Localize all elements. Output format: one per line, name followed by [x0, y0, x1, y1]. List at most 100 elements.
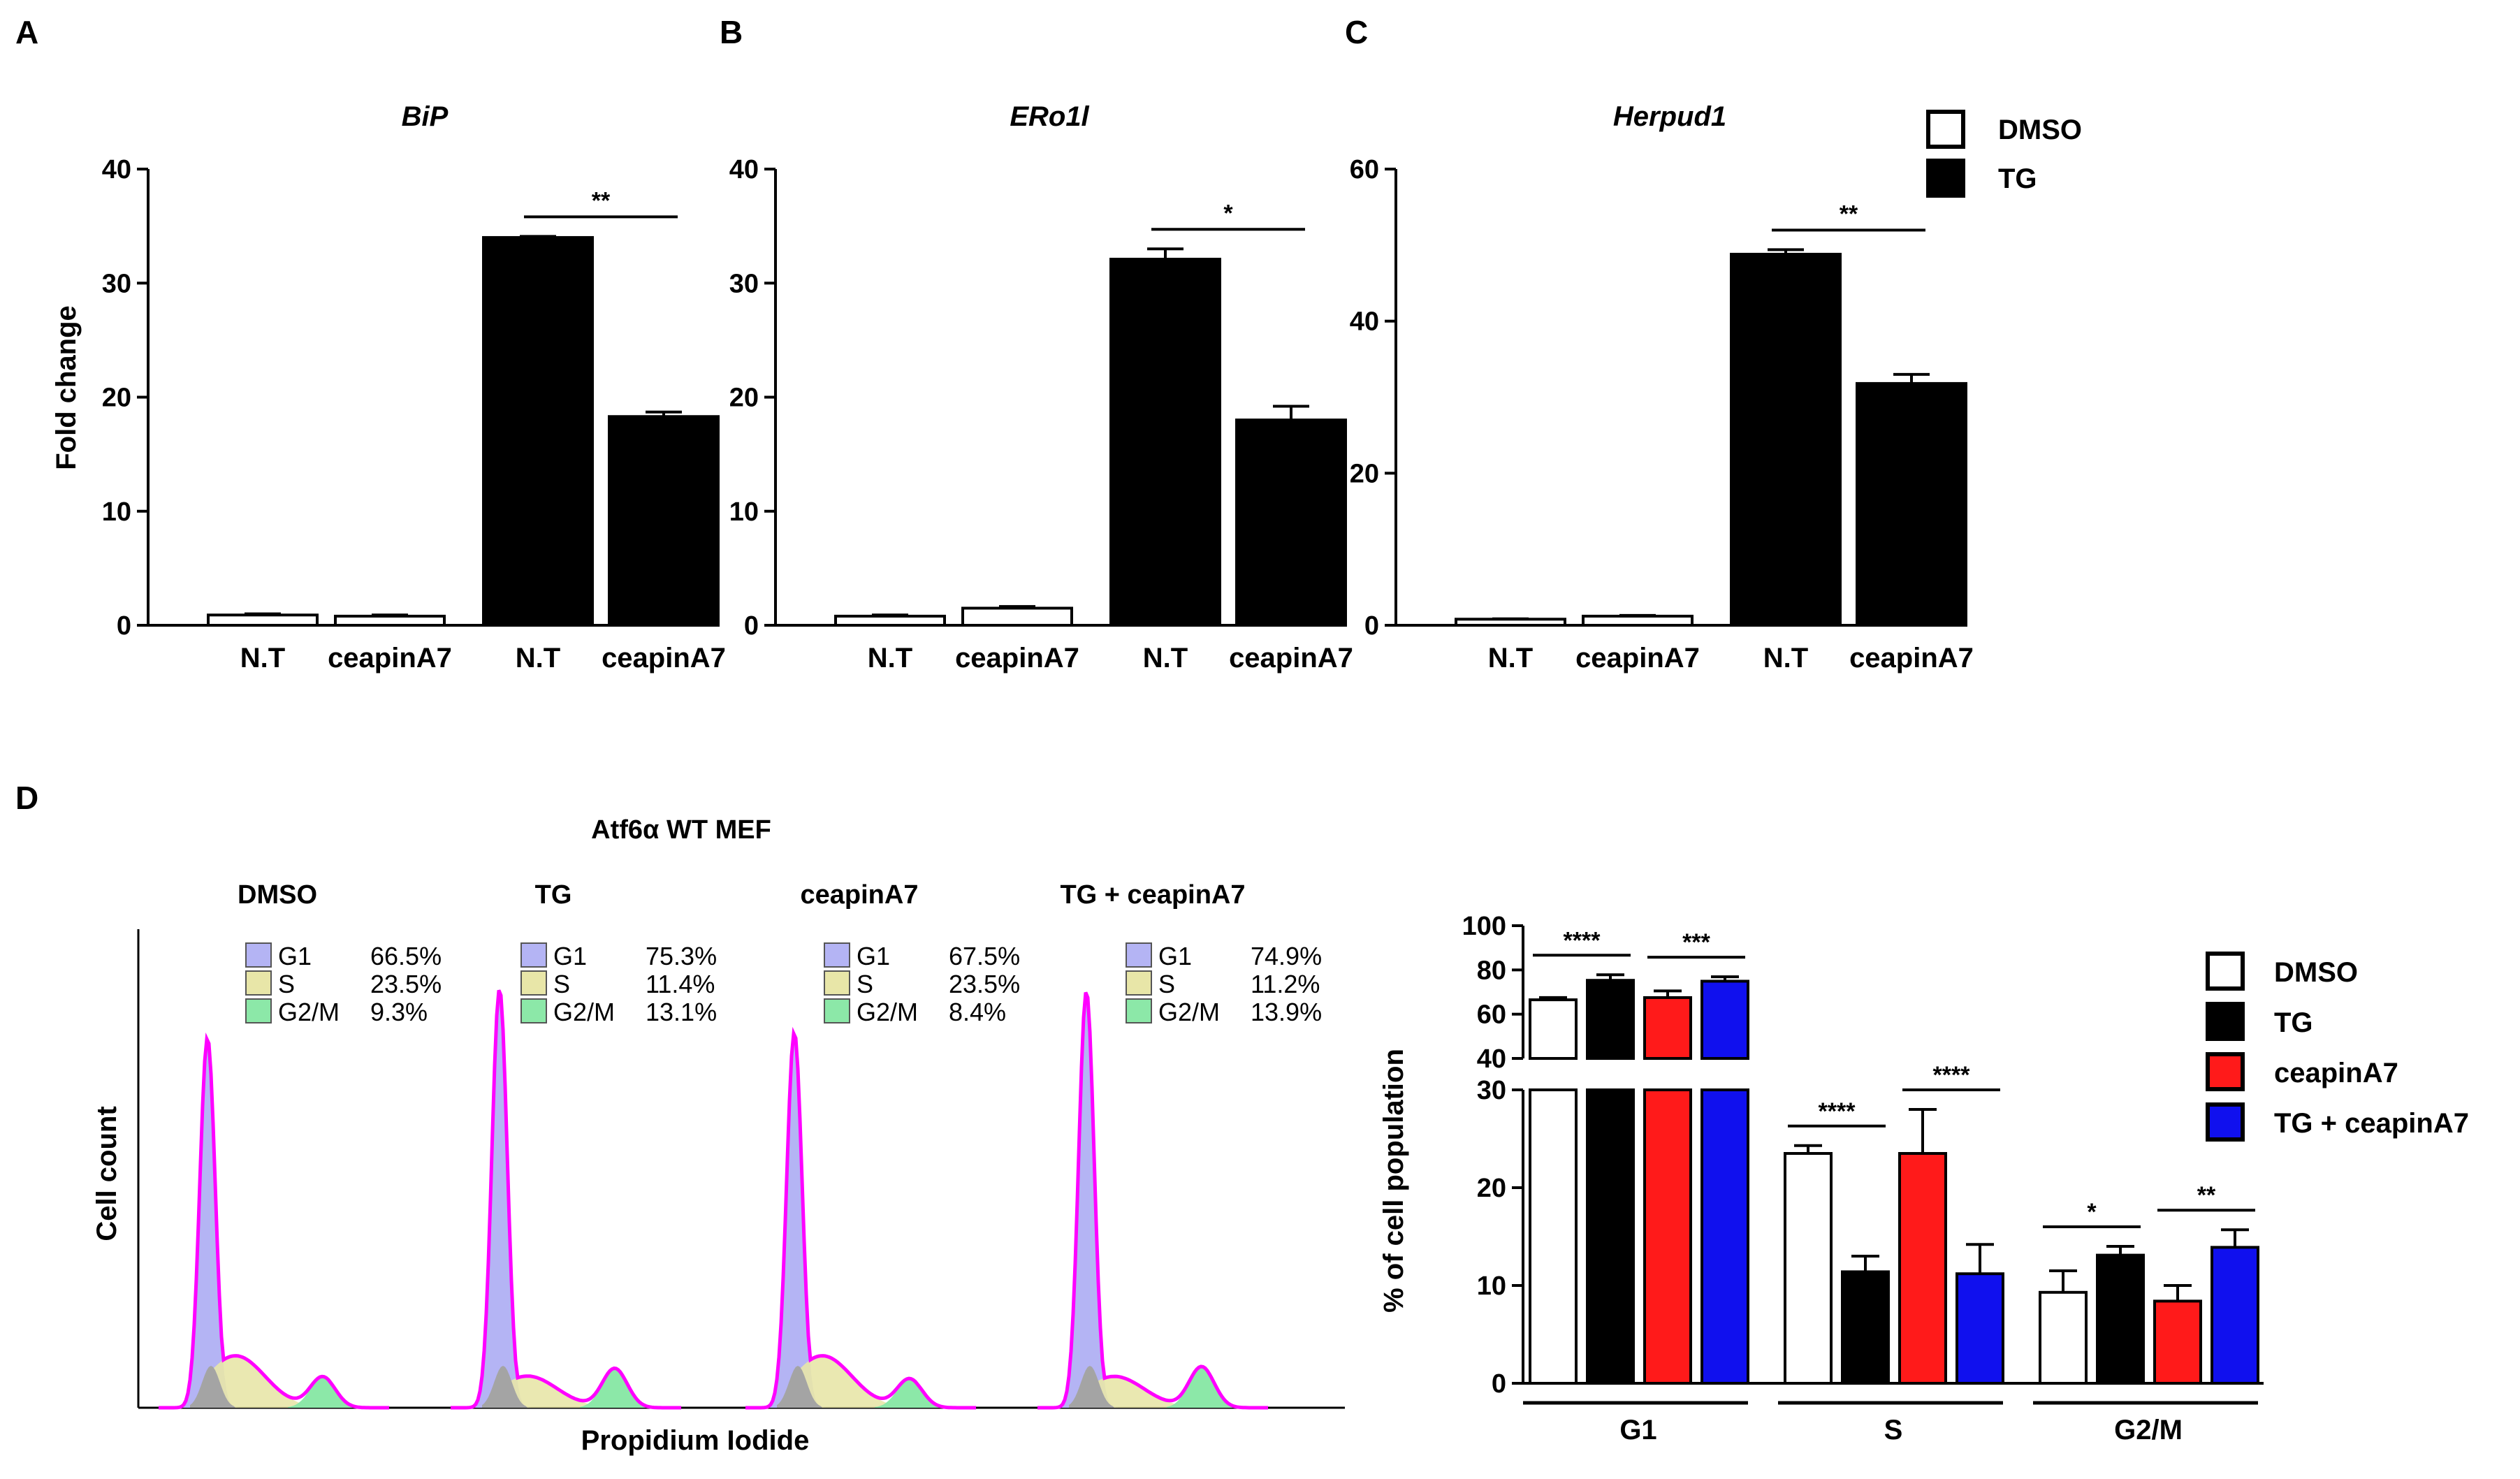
g1-percent: 67.5% — [949, 942, 1020, 970]
significance-label: * — [2087, 1199, 2097, 1225]
significance-label: * — [1223, 200, 1233, 226]
bar — [1700, 1088, 1749, 1385]
y-tick-label: 20 — [1350, 459, 1379, 488]
significance-label: **** — [1933, 1062, 1971, 1088]
bar — [2211, 1246, 2259, 1385]
phase-label-g2m: G2/M — [857, 998, 918, 1026]
legend-top-dmso-label: DMSO — [1998, 115, 2082, 145]
category-label: ceapinA7 — [1229, 643, 1353, 673]
panel-label-b: B — [720, 14, 743, 50]
bar — [334, 614, 446, 627]
histogram-legend-dmso: G1 66.5% S 23.5% G2/M 9.3% — [245, 942, 442, 1026]
y-tick-label: 10 — [729, 497, 759, 527]
y-tick-label: 40 — [1477, 1044, 1506, 1074]
bar — [608, 415, 720, 627]
g2m-percent: 13.9% — [1251, 998, 1322, 1026]
chart-a: BiP Fold change 0 10 20 30 40 N.T ceapinA7 N.T c… — [51, 101, 726, 673]
phase-label-g2m: G2/M — [553, 998, 615, 1026]
g2m-swatch — [520, 998, 547, 1023]
g1-percent: 75.3% — [646, 942, 717, 970]
panel-label-d: D — [15, 780, 38, 816]
legend-d-tg-swatch — [2206, 1002, 2245, 1041]
significance-label: ** — [1840, 201, 1858, 227]
g2m-percent: 8.4% — [949, 998, 1006, 1026]
histogram-panel: Atf6α WT MEF Cell count Propidium Iodide… — [92, 815, 1345, 1456]
y-tick-label: 0 — [117, 611, 131, 641]
category-label: ceapinA7 — [602, 643, 726, 673]
histogram-legend-ceapina7: G1 67.5% S 23.5% G2/M 8.4% — [824, 942, 1020, 1026]
y-tick-label: 20 — [729, 384, 759, 413]
y-tick-label: 40 — [102, 155, 131, 184]
chart-c-plot: 0 20 40 60 N.T ceapinA7 N.T ceapinA7 ** — [1350, 155, 1974, 673]
fit-curve — [1037, 991, 1268, 1410]
category-label: G1 — [1619, 1415, 1656, 1445]
g1-swatch — [245, 942, 272, 968]
bar — [1643, 996, 1692, 1060]
g2m-percent: 9.3% — [370, 998, 428, 1026]
legend-d-ceapina7-label: ceapinA7 — [2274, 1058, 2398, 1088]
y-tick-label: 10 — [102, 497, 131, 527]
histogram-condition-name: ceapinA7 — [801, 880, 919, 910]
histogram-condition-name: DMSO — [238, 880, 317, 910]
category-label: N.T — [1143, 643, 1188, 673]
g1-swatch — [1126, 942, 1152, 968]
bar — [1730, 252, 1842, 627]
chart-b: ERo1l 0 10 20 30 40 N.T ceapinA7 N.T ceapinA7 * — [729, 101, 1353, 673]
histogram-x-label: Propidium Iodide — [581, 1425, 810, 1456]
legend-top-dmso-swatch — [1926, 110, 1965, 149]
bar — [1586, 979, 1635, 1061]
overlap-area — [777, 1366, 822, 1408]
category-label: ceapinA7 — [1575, 643, 1700, 673]
s-swatch — [824, 970, 850, 996]
category-label: ceapinA7 — [1849, 643, 1974, 673]
bar — [1235, 418, 1347, 627]
bar — [1841, 1270, 1890, 1385]
s-percent: 11.4% — [646, 970, 715, 998]
legend-d-ceapina7-swatch — [2206, 1052, 2245, 1091]
bar — [1784, 1152, 1833, 1385]
y-tick-label: 30 — [729, 269, 759, 298]
phase-label-s: S — [1158, 970, 1175, 998]
chart-a-title: BiP — [402, 101, 449, 132]
phase-label-g2m: G2/M — [278, 998, 340, 1026]
g1-swatch — [520, 942, 547, 968]
category-label: ceapinA7 — [328, 643, 452, 673]
g2m-peak — [1167, 1367, 1237, 1408]
phase-label-s: S — [278, 970, 295, 998]
bar — [2039, 1290, 2088, 1385]
category-label: S — [1884, 1415, 1903, 1445]
g1-percent: 74.9% — [1251, 942, 1322, 970]
bar — [1856, 381, 1967, 627]
chart-c-title: Herpud1 — [1613, 101, 1726, 132]
y-tick-label: 100 — [1462, 912, 1506, 941]
chart-c: Herpud1 0 20 40 60 N.T ceapinA7 N.T ceapinA7 ** — [1350, 101, 1974, 673]
category-label: N.T — [1763, 643, 1808, 673]
s-swatch — [1126, 970, 1152, 996]
chart-a-y-label: Fold change — [51, 305, 82, 470]
phase-label-s: S — [553, 970, 570, 998]
s-percent: 23.5% — [949, 970, 1020, 998]
phase-label-g1: G1 — [1158, 942, 1192, 970]
fit-curve — [451, 989, 681, 1410]
g2m-peak — [580, 1369, 650, 1408]
phase-label-g1: G1 — [553, 942, 587, 970]
bar — [1955, 1272, 2004, 1385]
histogram-plot — [137, 929, 1345, 1410]
legend-d-dmso-label: DMSO — [2274, 957, 2358, 988]
y-tick-label: 0 — [1492, 1369, 1506, 1399]
g2m-swatch — [245, 998, 272, 1023]
g1-peak — [763, 1032, 826, 1408]
chart-d-y-label: % of cell population — [1378, 1049, 1409, 1313]
g1-peak — [176, 1037, 239, 1408]
y-tick-label: 80 — [1477, 956, 1506, 985]
phase-label-g1: G1 — [278, 942, 312, 970]
y-tick-label: 10 — [1477, 1272, 1506, 1301]
s-swatch — [245, 970, 272, 996]
fit-curve — [745, 1026, 976, 1410]
category-label: N.T — [240, 643, 285, 673]
category-label: ceapinA7 — [955, 643, 1079, 673]
g2m-percent: 13.1% — [646, 998, 717, 1026]
